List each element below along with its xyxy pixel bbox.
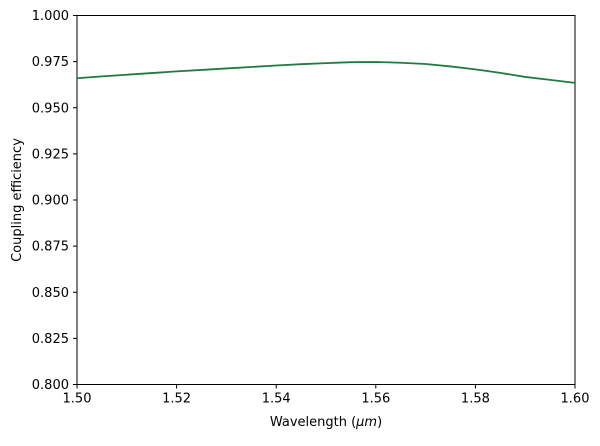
x-tick-label: 1.50: [63, 392, 92, 407]
y-tick-label: 0.950: [32, 101, 69, 116]
coupling-efficiency-line: [76, 61, 576, 84]
x-axis-label-math: μm: [355, 415, 377, 430]
y-tick-label: 1.000: [32, 9, 69, 24]
x-axis-label: Wavelength (μm): [270, 415, 382, 430]
x-axis-label-suffix: ): [377, 415, 382, 430]
y-tick-label: 0.800: [32, 378, 69, 393]
y-tick-label: 0.925: [32, 147, 69, 162]
x-axis-label-prefix: Wavelength (: [270, 415, 356, 430]
y-tick-label: 0.825: [32, 332, 69, 347]
x-axis-ticks: 1.50 1.52 1.54 1.56 1.58 1.60: [63, 384, 590, 407]
x-tick-label: 1.60: [561, 392, 590, 407]
y-tick-label: 0.850: [32, 286, 69, 301]
y-axis-ticks: 0.800 0.825 0.850 0.875 0.900 0.925 0.950 0.975…: [32, 9, 77, 393]
y-tick-label: 0.900: [32, 194, 69, 209]
y-tick-label: 0.975: [32, 55, 69, 70]
y-tick-label: 0.875: [32, 240, 69, 255]
x-tick-label: 1.54: [262, 392, 291, 407]
x-tick-label: 1.52: [162, 392, 191, 407]
x-tick-label: 1.56: [361, 392, 390, 407]
x-tick-label: 1.58: [461, 392, 490, 407]
y-axis-label: Coupling efficiency: [10, 138, 25, 262]
plot-border: [76, 15, 576, 385]
